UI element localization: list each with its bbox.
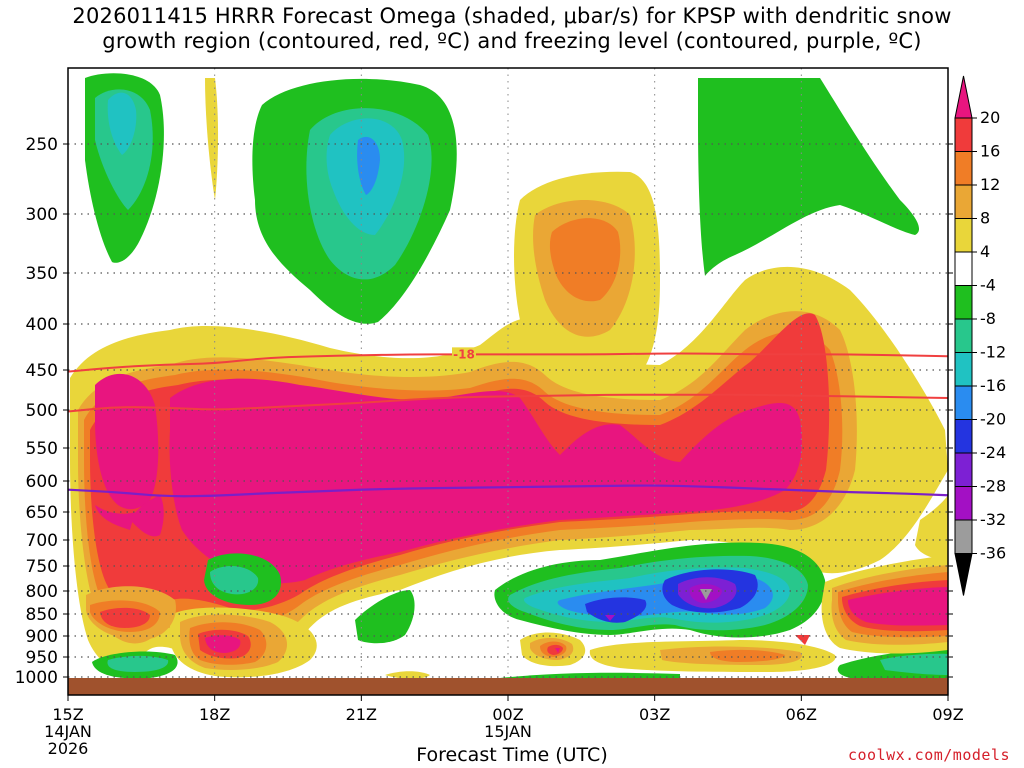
colorbar-label: 8	[980, 209, 990, 228]
dendritic-growth-contour	[68, 393, 948, 413]
colorbar-segment	[954, 419, 973, 454]
colorbar-segment	[954, 285, 973, 320]
y-tick-label: 600	[26, 472, 58, 492]
colorbar-label: 12	[980, 175, 1000, 194]
colorbar-min-arrow	[954, 553, 973, 596]
y-tick-label: 650	[26, 503, 58, 523]
y-tick-label: 750	[26, 557, 58, 577]
x-axis-title: Forecast Time (UTC)	[416, 744, 608, 766]
y-tick-label: 900	[26, 627, 58, 647]
chart-title: 2026011415 HRRR Forecast Omega (shaded, …	[0, 4, 1024, 54]
x-tick-label: 21Z	[346, 705, 377, 724]
y-axis: 2503003504004505005506006507007508008509…	[15, 135, 953, 688]
y-tick-label: 1000	[15, 668, 58, 688]
colorbar-segment	[954, 452, 973, 487]
negative-omega-regions-lower	[92, 542, 948, 682]
colorbar-label: -16	[980, 376, 1006, 395]
x-tick-year-label: 2026	[48, 739, 89, 758]
colorbar-segment	[954, 385, 973, 420]
x-tick-label: 09Z	[932, 705, 963, 724]
y-tick-label: 800	[26, 582, 58, 602]
negative-omega-regions-upper	[85, 73, 920, 324]
colorbar-max-arrow	[954, 75, 973, 119]
colorbar: 20 16 12 8 4 -4 -8 -12 -16 -20 -24 -28 -32 -36	[954, 75, 1006, 596]
shaded-omega-field: -18	[68, 68, 948, 695]
x-tick-label: 15Z	[52, 705, 83, 724]
x-tick-label: 00Z	[492, 705, 523, 724]
colorbar-segment	[954, 519, 973, 554]
colorbar-label: 20	[980, 108, 1000, 127]
grid-lines	[68, 68, 948, 695]
contour-label: -18	[453, 347, 475, 361]
colorbar-label: -4	[980, 276, 996, 295]
contour-label-background	[452, 347, 476, 361]
colorbar-label: 16	[980, 142, 1000, 161]
colorbar-label: -36	[980, 544, 1006, 563]
x-tick-label: 03Z	[639, 705, 670, 724]
y-tick-label: 400	[26, 315, 58, 335]
y-tick-label: 300	[26, 205, 58, 225]
colorbar-segment	[954, 151, 973, 186]
colorbar-label: 4	[980, 242, 990, 261]
colorbar-label: -28	[980, 477, 1006, 496]
colorbar-segment	[954, 117, 973, 152]
colorbar-label: -20	[980, 410, 1006, 429]
positive-omega-regions-lower	[86, 495, 948, 679]
y-tick-label: 450	[26, 361, 58, 381]
title-line-2: growth region (contoured, red, ºC) and f…	[102, 29, 922, 53]
colorbar-segment	[954, 218, 973, 253]
colorbar-segment	[954, 352, 973, 387]
x-tick-label: 06Z	[786, 705, 817, 724]
positive-omega-band-main	[70, 266, 948, 670]
y-tick-label: 500	[26, 401, 58, 421]
y-tick-label: 700	[26, 531, 58, 551]
y-tick-label: 350	[26, 264, 58, 284]
y-tick-label: 550	[26, 439, 58, 459]
colorbar-label: -12	[980, 343, 1006, 362]
freezing-level-contour	[68, 484, 948, 498]
colorbar-segment	[954, 318, 973, 353]
colorbar-segment	[954, 486, 973, 521]
x-tick-date-label: 15JAN	[484, 722, 532, 741]
credit-text: coolwx.com/models	[847, 746, 1010, 764]
y-tick-label: 850	[26, 605, 58, 625]
y-tick-label: 950	[26, 648, 58, 668]
x-tick-date-label: 14JAN	[44, 722, 92, 741]
colorbar-label: -32	[980, 510, 1006, 529]
ground-surface	[68, 678, 948, 695]
temperature-contours: -18	[68, 347, 948, 498]
colorbar-segment	[954, 184, 973, 219]
dendritic-growth-contour	[68, 352, 948, 373]
colorbar-label: -8	[980, 309, 996, 328]
colorbar-segment	[954, 251, 973, 286]
x-tick-label: 18Z	[199, 705, 230, 724]
colorbar-label: -24	[980, 443, 1006, 462]
title-line-1: 2026011415 HRRR Forecast Omega (shaded, …	[72, 4, 952, 28]
y-tick-label: 250	[26, 135, 58, 155]
